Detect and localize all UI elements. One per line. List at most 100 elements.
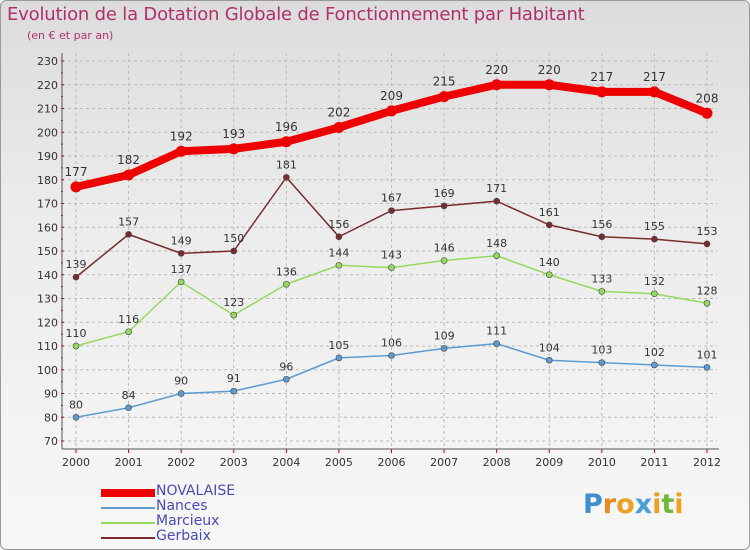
y-tick-label: 160: [37, 221, 58, 234]
y-tick-label: 190: [37, 150, 58, 163]
data-label: 215: [433, 75, 456, 89]
data-point: [703, 364, 711, 371]
series-group: 80 84 90 91 96 105 106 109 111 104 103 102 101 110 116…: [65, 63, 719, 421]
data-label: 193: [222, 127, 245, 141]
data-label: 161: [539, 206, 560, 219]
data-point: [648, 86, 660, 98]
y-tick-label: 220: [37, 79, 58, 92]
data-label: 153: [697, 225, 718, 238]
data-label: 144: [328, 246, 349, 259]
data-label: 111: [486, 325, 507, 338]
data-label: 177: [65, 165, 88, 179]
data-point: [598, 233, 606, 241]
data-point: [703, 240, 711, 248]
data-point: [175, 145, 187, 157]
y-tick-label: 110: [37, 340, 58, 353]
y-tick-label: 180: [37, 174, 58, 187]
data-label: 208: [696, 91, 719, 105]
data-label: 143: [381, 249, 402, 262]
series-marcieux: 110 116 137 123 136 144 143 146 148 140 133 132 128: [66, 237, 718, 350]
series-novalaise: 177 182 192 193 196 202 209 215 220 220 217 217 208: [65, 63, 719, 193]
y-tick-label: 80: [44, 411, 58, 424]
data-label: 148: [486, 237, 507, 250]
x-tick-label: 2005: [325, 456, 353, 469]
data-label: 91: [227, 372, 241, 385]
legend-swatch: [101, 507, 155, 509]
data-label: 105: [328, 339, 349, 352]
x-tick-label: 2006: [378, 456, 406, 469]
y-tick-label: 170: [37, 198, 58, 211]
data-label: 150: [223, 232, 244, 245]
x-tick-label: 2009: [535, 456, 563, 469]
data-point: [493, 340, 500, 347]
legend-label: Nances: [156, 498, 208, 514]
data-point: [125, 328, 132, 336]
data-label: 140: [539, 256, 560, 269]
data-label: 103: [591, 344, 612, 357]
data-point: [283, 375, 290, 383]
legend-label: Marcieux: [156, 513, 220, 529]
data-label: 220: [485, 63, 508, 77]
data-point: [703, 299, 711, 307]
data-point: [438, 91, 450, 103]
data-label: 80: [69, 398, 83, 411]
legend-swatch: [101, 537, 155, 539]
data-label: 196: [275, 120, 298, 134]
axes: 7080901001101201301401501601701801902002…: [37, 53, 721, 469]
data-point: [230, 311, 238, 319]
data-label: 217: [643, 70, 666, 84]
data-point: [283, 174, 290, 181]
data-point: [598, 288, 606, 295]
y-tick-label: 120: [37, 316, 58, 329]
data-point: [283, 280, 290, 288]
data-point: [230, 247, 238, 255]
data-label: 167: [381, 192, 402, 205]
data-label: 90: [174, 375, 188, 388]
data-label: 181: [276, 158, 297, 171]
data-point: [545, 271, 553, 279]
data-label: 123: [223, 296, 244, 309]
data-point: [230, 387, 238, 395]
data-label: 220: [538, 63, 561, 77]
data-point: [651, 290, 658, 298]
data-label: 128: [697, 284, 718, 297]
data-point: [333, 122, 345, 133]
data-label: 132: [644, 275, 665, 288]
data-label: 106: [381, 337, 402, 350]
data-label: 182: [117, 153, 140, 167]
chart-subtitle: (en € et par an): [27, 29, 114, 42]
data-point: [596, 86, 608, 98]
x-tick-label: 2002: [167, 456, 195, 469]
x-tick-label: 2010: [588, 456, 616, 469]
data-label: 156: [328, 218, 349, 231]
data-point: [280, 136, 292, 148]
data-point: [388, 264, 395, 271]
data-label: 109: [434, 329, 455, 342]
data-label: 136: [276, 265, 297, 278]
data-point: [388, 352, 395, 359]
data-label: 171: [486, 182, 507, 195]
data-label: 84: [122, 389, 136, 402]
data-point: [125, 231, 132, 238]
data-point: [493, 252, 500, 260]
y-tick-label: 90: [44, 388, 58, 401]
data-label: 209: [380, 89, 403, 103]
data-point: [545, 356, 553, 364]
data-label: 169: [434, 187, 455, 200]
y-tick-label: 150: [37, 245, 58, 258]
data-point: [651, 361, 658, 369]
data-point: [651, 235, 658, 243]
data-point: [72, 413, 80, 421]
data-point: [543, 79, 555, 91]
data-point: [335, 261, 343, 269]
x-tick-label: 2004: [272, 456, 300, 469]
data-point: [440, 345, 448, 352]
legend-label: Gerbaix: [156, 528, 211, 544]
data-point: [545, 221, 553, 229]
data-label: 149: [171, 234, 192, 247]
series-nances: 80 84 90 91 96 105 106 109 111 104 103 102 101: [69, 325, 718, 421]
y-tick-label: 130: [37, 293, 58, 306]
data-label: 146: [434, 242, 455, 255]
